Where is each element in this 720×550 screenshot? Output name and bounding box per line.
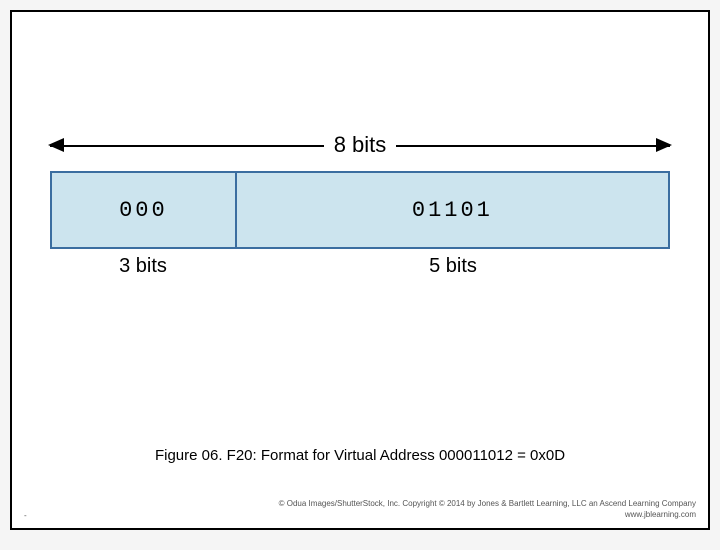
arrow-left-head-icon [48,138,64,152]
footer-credits: © Odua Images/ShutterStock, Inc. Copyrig… [279,499,696,520]
high-bits-box: 000 [52,173,237,247]
high-bits-value: 000 [119,198,168,223]
low-bits-value: 01101 [412,198,493,223]
slide-footer: - © Odua Images/ShutterStock, Inc. Copyr… [12,499,708,520]
width-indicator-row: 8 bits [50,127,670,163]
total-bits-label: 8 bits [324,132,397,158]
arrow-right-head-icon [656,138,672,152]
slide-frame: 8 bits 000 01101 3 bits 5 bits Figure 06… [10,10,710,530]
credit-line-2: www.jblearning.com [279,510,696,520]
credit-line-1: © Odua Images/ShutterStock, Inc. Copyrig… [279,499,696,509]
low-bits-width-label: 5 bits [236,251,670,278]
bottom-labels-row: 3 bits 5 bits [50,251,670,278]
figure-caption: Figure 06. F20: Format for Virtual Addre… [12,447,708,464]
high-bits-width-label: 3 bits [50,251,236,278]
footer-left-marker: - [24,511,27,520]
bit-boxes-row: 000 01101 [50,171,670,249]
address-format-diagram: 8 bits 000 01101 3 bits 5 bits [50,127,670,278]
low-bits-box: 01101 [237,173,668,247]
